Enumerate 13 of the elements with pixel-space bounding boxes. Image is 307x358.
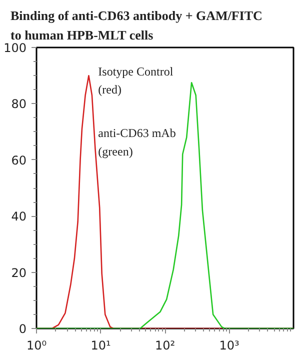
annotation: anti-CD63 mAb (green) [98,126,176,158]
y-tick-label: 80 [11,97,27,112]
x-tick-label: 10³ [219,338,240,352]
x-tick-label: 10¹ [90,338,111,352]
y-tick-label: 40 [11,210,27,224]
x-tick-label: 10⁰ [26,338,47,352]
y-tick-label: 100 [4,41,26,55]
y-tick-label: 60 [11,153,27,168]
y-tick-label: 20 [11,266,27,280]
annotation: Isotype Control (red) [98,64,174,97]
chart-title: Binding of anti-CD63 antibody + GAM/FITC to human HPB-MLT cells [10,8,262,42]
x-tick-label: 10² [154,338,176,352]
y-tick-label: 0 [18,322,27,336]
